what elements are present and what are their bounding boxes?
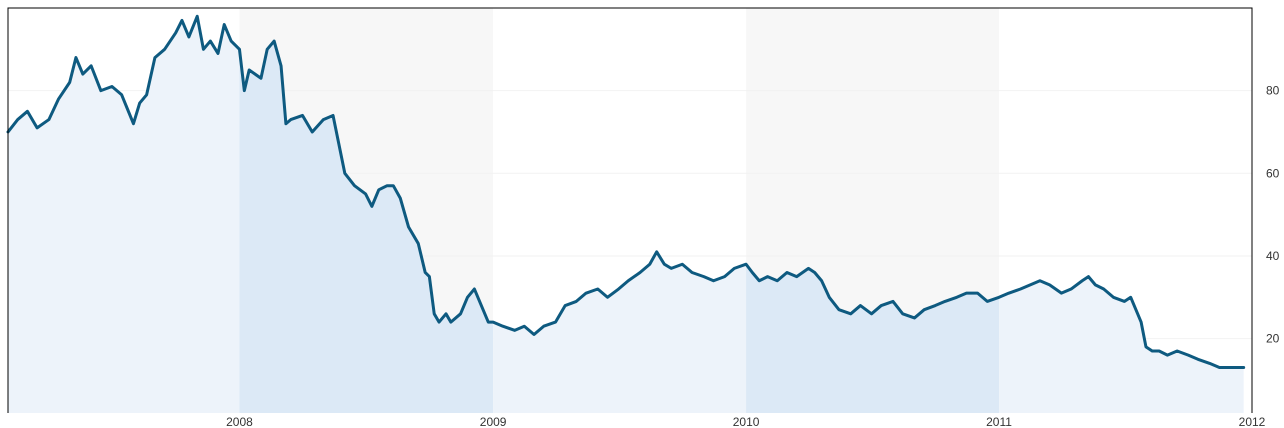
- x-tick-label: 2011: [986, 415, 1012, 428]
- x-tick-label: 2010: [733, 415, 760, 428]
- y-tick-label: 20: [1266, 332, 1280, 346]
- y-tick-label: 60: [1266, 166, 1280, 180]
- series-line: [6, 14, 1246, 370]
- y-tick-label: 40: [1266, 249, 1280, 263]
- x-tick-label: 2009: [480, 415, 507, 428]
- plot-frame: [7, 7, 1253, 413]
- x-tick-label: 2012: [1239, 415, 1266, 428]
- y-axis-ticks: 20 40 60 80: [1266, 84, 1280, 346]
- x-axis-ticks: 2008 2009 2010 2011 2012: [226, 415, 1266, 428]
- frame-border: [7, 7, 1253, 413]
- y-tick-label: 80: [1266, 84, 1280, 98]
- price-line: [6, 14, 1246, 370]
- x-tick-label: 2008: [226, 415, 253, 428]
